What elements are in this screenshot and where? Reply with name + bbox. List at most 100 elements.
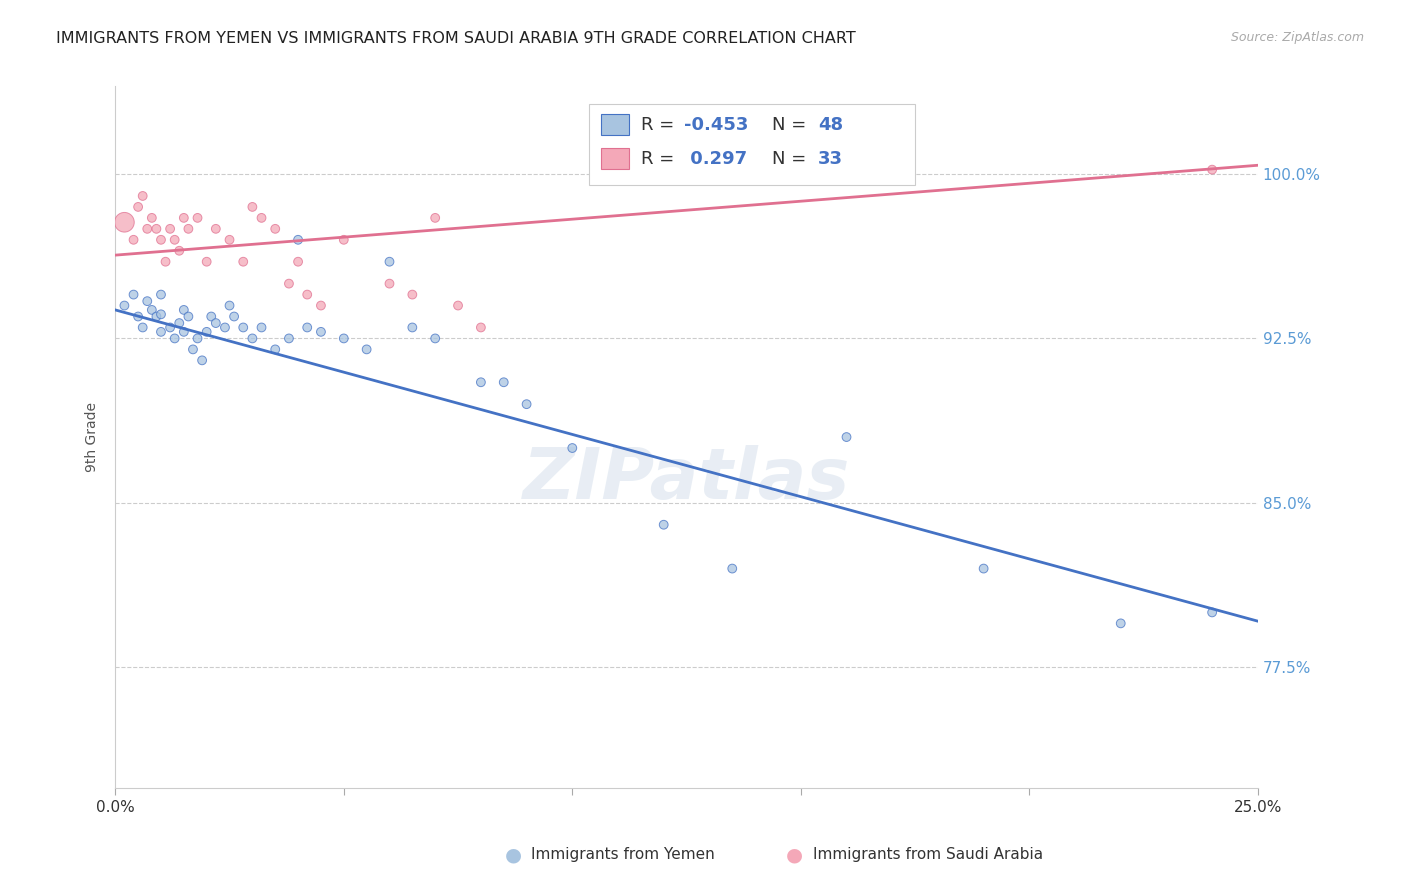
Point <box>200 310 222 324</box>
Point <box>173 211 195 225</box>
Point <box>214 320 236 334</box>
Point <box>835 430 858 444</box>
Point <box>218 233 240 247</box>
Point <box>186 331 208 345</box>
Point <box>1201 606 1223 620</box>
Point <box>242 200 264 214</box>
Point <box>159 222 181 236</box>
Point <box>297 320 319 334</box>
Point <box>127 200 149 214</box>
Point <box>297 287 319 301</box>
Point <box>218 299 240 313</box>
Point <box>167 244 190 258</box>
Point <box>309 299 332 313</box>
Text: N =: N = <box>772 150 813 168</box>
Text: 33: 33 <box>818 150 844 168</box>
Point <box>278 331 301 345</box>
Point <box>425 331 447 345</box>
Point <box>1201 162 1223 177</box>
Text: 0.297: 0.297 <box>685 150 748 168</box>
Point <box>425 211 447 225</box>
Point <box>447 299 470 313</box>
Point <box>1109 616 1132 631</box>
Y-axis label: 9th Grade: 9th Grade <box>86 402 100 472</box>
Point <box>264 343 287 357</box>
Text: IMMIGRANTS FROM YEMEN VS IMMIGRANTS FROM SAUDI ARABIA 9TH GRADE CORRELATION CHAR: IMMIGRANTS FROM YEMEN VS IMMIGRANTS FROM… <box>56 31 856 46</box>
Point <box>278 277 301 291</box>
Text: ●: ● <box>786 845 803 864</box>
Point <box>224 310 246 324</box>
Point <box>378 254 401 268</box>
Point <box>122 287 145 301</box>
Point <box>378 277 401 291</box>
Point <box>250 211 273 225</box>
Text: -0.453: -0.453 <box>685 116 748 134</box>
Point <box>652 517 675 532</box>
Point <box>470 376 492 390</box>
FancyBboxPatch shape <box>600 148 630 169</box>
Text: ●: ● <box>505 845 522 864</box>
Point <box>401 287 423 301</box>
Point <box>561 441 583 455</box>
Point <box>149 233 172 247</box>
Point <box>242 331 264 345</box>
Point <box>191 353 214 368</box>
Point <box>333 331 356 345</box>
Point <box>127 310 149 324</box>
Point <box>721 561 744 575</box>
Point <box>181 343 204 357</box>
Point <box>145 310 167 324</box>
Text: R =: R = <box>641 116 681 134</box>
FancyBboxPatch shape <box>589 103 915 185</box>
Point <box>141 211 163 225</box>
Point <box>149 287 172 301</box>
Point <box>287 254 309 268</box>
Text: ZIPatlas: ZIPatlas <box>523 444 851 514</box>
Point <box>470 320 492 334</box>
Point <box>177 222 200 236</box>
Point <box>163 331 186 345</box>
Text: Immigrants from Yemen: Immigrants from Yemen <box>531 847 716 862</box>
Text: 48: 48 <box>818 116 844 134</box>
Point <box>356 343 378 357</box>
Text: Source: ZipAtlas.com: Source: ZipAtlas.com <box>1230 31 1364 45</box>
Point <box>401 320 423 334</box>
Point <box>264 222 287 236</box>
Point <box>136 222 159 236</box>
Point <box>173 302 195 317</box>
Point <box>145 222 167 236</box>
Point <box>204 316 226 330</box>
Point <box>516 397 538 411</box>
Point <box>204 222 226 236</box>
Point <box>232 254 254 268</box>
Point <box>149 307 172 321</box>
Point <box>155 254 177 268</box>
Text: R =: R = <box>641 150 681 168</box>
Point <box>141 302 163 317</box>
Point <box>173 325 195 339</box>
Point <box>122 233 145 247</box>
Point <box>112 299 135 313</box>
Text: N =: N = <box>772 116 813 134</box>
Point <box>195 254 218 268</box>
Point <box>149 325 172 339</box>
Point <box>309 325 332 339</box>
Point <box>186 211 208 225</box>
Text: Immigrants from Saudi Arabia: Immigrants from Saudi Arabia <box>813 847 1043 862</box>
Point <box>167 316 190 330</box>
Point <box>136 294 159 309</box>
Point <box>492 376 515 390</box>
Point <box>112 215 135 229</box>
Point <box>195 325 218 339</box>
Point <box>973 561 995 575</box>
Point <box>287 233 309 247</box>
Point <box>333 233 356 247</box>
Point <box>131 320 153 334</box>
Point <box>177 310 200 324</box>
Point <box>159 320 181 334</box>
Point <box>232 320 254 334</box>
Point <box>131 189 153 203</box>
FancyBboxPatch shape <box>600 114 630 136</box>
Point <box>163 233 186 247</box>
Point <box>250 320 273 334</box>
